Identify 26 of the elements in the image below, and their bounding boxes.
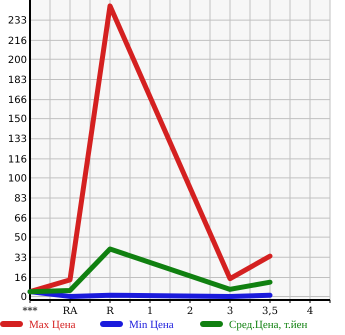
y-tick-label: 133 xyxy=(8,134,27,146)
x-tick-label: 2 xyxy=(186,306,194,317)
x-tick-label: R xyxy=(106,306,114,317)
y-tick-label: 150 xyxy=(8,114,27,126)
x-tick-label: 4 xyxy=(306,306,314,317)
y-tick-label: 233 xyxy=(8,16,27,27)
x-tick-label: 3,5 xyxy=(262,306,278,317)
y-tick-label: 183 xyxy=(8,74,27,86)
x-tick-label: 3 xyxy=(226,306,234,317)
legend-label: Сред.Цена, т.йен xyxy=(229,319,308,331)
x-tick-label: RA xyxy=(62,306,78,317)
y-tick-label: 200 xyxy=(8,54,27,66)
x-tick-label: *** xyxy=(22,306,38,317)
y-tick-label: 50 xyxy=(14,232,27,244)
legend-label: Min Цена xyxy=(129,319,174,331)
y-tick-label: 83 xyxy=(14,194,27,205)
y-tick-label: 116 xyxy=(8,154,27,166)
legend-label: Max Цена xyxy=(29,319,76,331)
y-tick-label: 216 xyxy=(8,36,27,47)
y-tick-label: 0 xyxy=(20,292,27,303)
x-tick-label: 1 xyxy=(146,306,154,317)
y-tick-label: 66 xyxy=(14,214,27,225)
y-tick-label: 100 xyxy=(8,173,27,184)
y-tick-label: 33 xyxy=(14,252,27,264)
y-tick-label: 166 xyxy=(8,95,27,106)
y-tick-label: 16 xyxy=(14,272,27,284)
